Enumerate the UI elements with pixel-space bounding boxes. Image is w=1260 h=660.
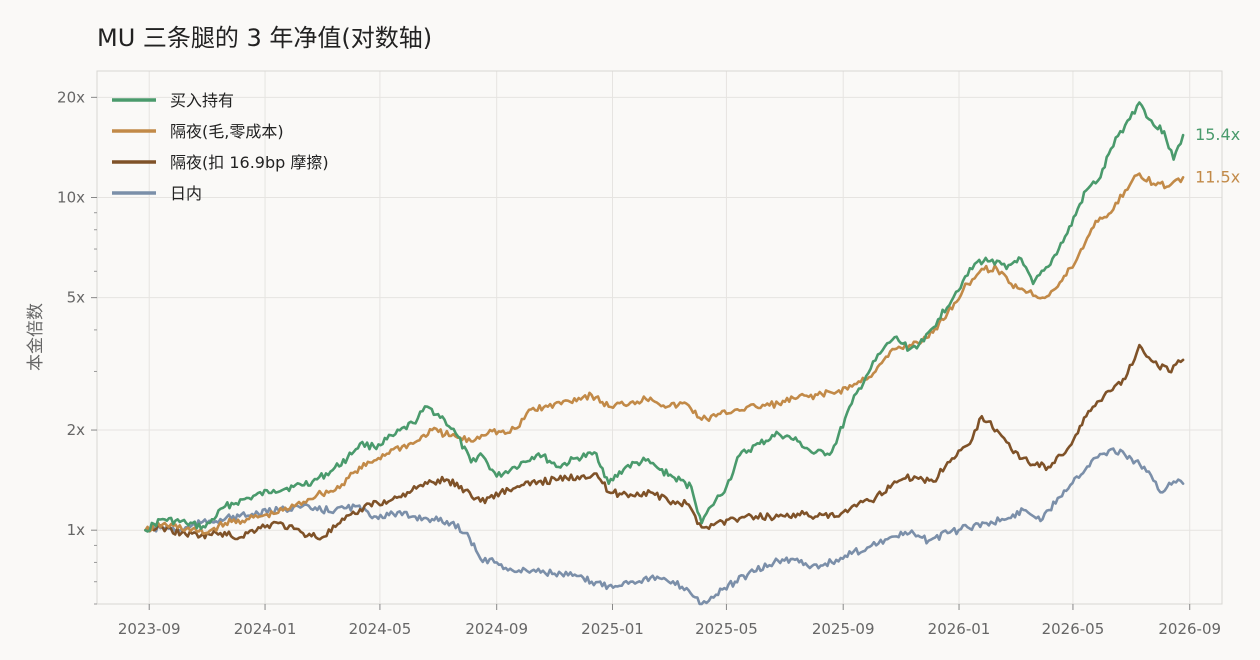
- series-line-0: [144, 101, 1185, 533]
- series-line-2: [144, 343, 1185, 541]
- y-tick-label-4: 20x: [57, 88, 85, 106]
- x-tick-label-9: 2026-09: [1158, 620, 1221, 638]
- end-label-0: 15.4x: [1195, 125, 1240, 144]
- legend-label-3: 日内: [170, 184, 202, 203]
- x-tick-label-1: 2024-01: [234, 620, 297, 638]
- y-tick-label-1: 2x: [67, 421, 86, 439]
- end-label-1: 11.5x: [1195, 167, 1240, 186]
- x-tick-label-0: 2023-09: [118, 620, 181, 638]
- x-tick-label-5: 2025-05: [695, 620, 758, 638]
- y-tick-label-0: 1x: [67, 521, 86, 539]
- x-tick-label-2: 2024-05: [349, 620, 412, 638]
- y-tick-label-3: 10x: [57, 188, 85, 206]
- x-tick-label-3: 2024-09: [465, 620, 528, 638]
- grid: [97, 71, 1222, 604]
- x-tick-label-4: 2025-01: [581, 620, 644, 638]
- legend-label-0: 买入持有: [170, 91, 234, 110]
- plot-area-frame: [96, 70, 1223, 605]
- y-axis: 1x 2x 5x 10x 20x: [57, 88, 97, 605]
- legend-label-2: 隔夜(扣 16.9bp 摩擦): [170, 153, 329, 172]
- end-labels: 11.5x 15.4x: [1195, 125, 1240, 186]
- x-axis: 2023-09 2024-01 2024-05 2024-09 2025-01 2025-…: [118, 604, 1221, 638]
- series-group: [144, 101, 1185, 606]
- chart-title: MU 三条腿的 3 年净值(对数轴): [97, 24, 432, 52]
- x-tick-label-6: 2025-09: [812, 620, 875, 638]
- y-axis-label: 本金倍数: [26, 303, 46, 371]
- legend-label-1: 隔夜(毛,零成本): [170, 122, 284, 141]
- series-line-3: [144, 447, 1185, 606]
- x-tick-label-8: 2026-05: [1042, 620, 1105, 638]
- series-line-1: [144, 172, 1185, 535]
- y-tick-label-2: 5x: [67, 289, 86, 307]
- x-tick-label-7: 2026-01: [928, 620, 991, 638]
